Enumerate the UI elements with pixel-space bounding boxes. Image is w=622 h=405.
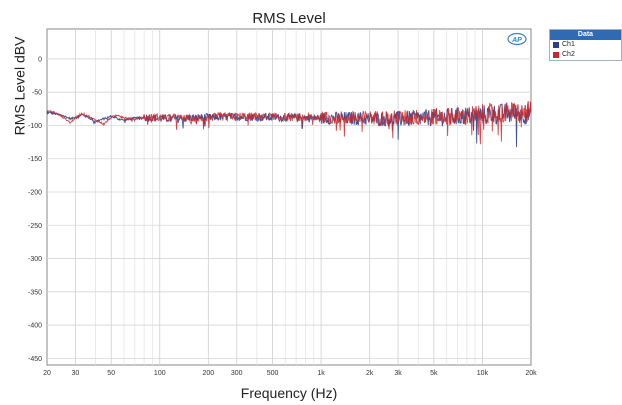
legend-label-ch1: Ch1 [562, 41, 575, 48]
y-axis-label: RMS Level dBV [12, 36, 28, 135]
x-tick-label: 30 [72, 370, 80, 377]
x-tick-label: 300 [231, 370, 243, 377]
x-tick-label: 5k [430, 370, 438, 377]
tick-labels: 20 30 50 100 200 300 500 1k 2k 3k 5k 10k 20k 0 -50 -100… [28, 56, 537, 377]
x-tick-label: 500 [267, 370, 279, 377]
series-layer [46, 100, 532, 148]
legend: Data Ch1 Ch2 [549, 29, 622, 61]
y-tick-label: -350 [28, 289, 42, 296]
x-tick-label: 2k [366, 370, 374, 377]
x-tick-label: 1k [317, 370, 325, 377]
x-tick-label: 200 [202, 370, 214, 377]
legend-swatch-ch1 [553, 42, 559, 48]
y-tick-label: -100 [28, 123, 42, 130]
legend-item-ch1: Ch1 [550, 40, 621, 50]
ap-logo-text: AP [511, 37, 522, 44]
y-tick-label: -150 [28, 156, 42, 163]
x-axis-label: Frequency (Hz) [241, 385, 337, 401]
grid [47, 29, 531, 365]
x-tick-label: 10k [477, 370, 489, 377]
legend-item-ch2: Ch2 [550, 50, 621, 60]
x-tick-label: 50 [107, 370, 115, 377]
x-tick-label: 100 [154, 370, 166, 377]
y-tick-label: -400 [28, 323, 42, 330]
y-tick-label: -300 [28, 256, 42, 263]
chart-title: RMS Level [252, 10, 325, 27]
y-tick-label: -450 [28, 356, 42, 363]
x-tick-label: 20k [525, 370, 537, 377]
legend-title: Data [550, 30, 621, 40]
y-tick-label: 0 [38, 56, 42, 63]
x-tick-label: 20 [43, 370, 51, 377]
ap-logo-icon: AP [507, 32, 527, 46]
y-tick-label: -250 [28, 223, 42, 230]
legend-label-ch2: Ch2 [562, 51, 575, 58]
series-line-ch2 [46, 100, 532, 145]
y-tick-label: -50 [32, 90, 42, 97]
legend-swatch-ch2 [553, 52, 559, 58]
y-tick-label: -200 [28, 190, 42, 197]
plot-area [46, 28, 532, 366]
x-tick-label: 3k [394, 370, 402, 377]
